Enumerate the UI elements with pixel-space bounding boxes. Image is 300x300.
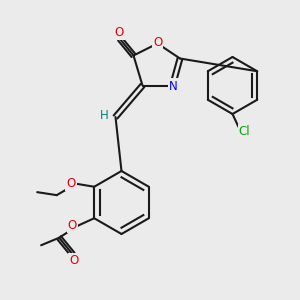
Text: O: O [153,36,162,50]
Text: O: O [66,177,75,190]
Text: H: H [100,109,109,122]
Text: O: O [68,219,77,232]
Text: Cl: Cl [239,125,250,139]
Text: O: O [70,254,79,267]
Text: N: N [169,80,178,93]
Text: O: O [115,26,124,39]
